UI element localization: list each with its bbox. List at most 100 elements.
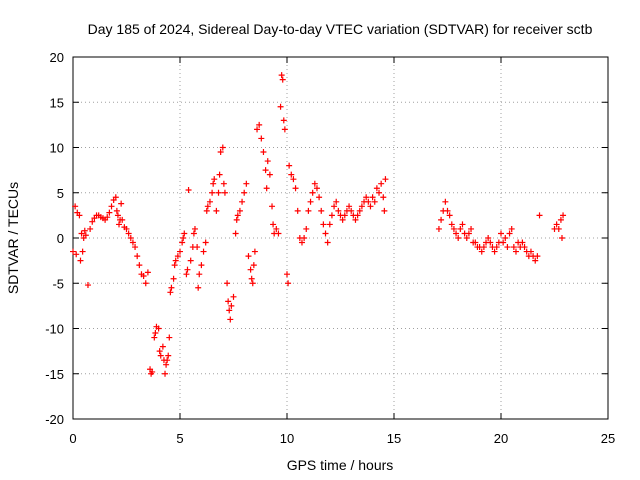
data-point [557,216,564,223]
y-axis-label: SDTVAR / TECUs [5,182,21,294]
data-point [258,135,265,142]
data-point [367,203,374,210]
y-tick-label: 10 [50,141,64,156]
data-point [442,198,449,205]
data-point [165,352,172,359]
data-point [241,189,248,196]
data-point [152,330,159,337]
data-point [155,325,162,332]
data-point [365,198,372,205]
data-point [378,180,385,187]
data-point [81,227,88,234]
y-tick-label: 15 [50,95,64,110]
data-point [288,171,295,178]
data-point [333,198,340,205]
data-point [278,72,285,79]
data-point [219,144,226,151]
data-point [363,194,370,201]
data-point [444,207,451,214]
data-point [247,266,254,273]
data-point [455,235,462,241]
data-point [204,203,211,210]
y-tick-labels: -20 -15 -10 -5 0 5 10 15 20 [45,50,64,427]
data-point [167,289,174,296]
data-point [116,221,123,228]
data-point [245,253,252,260]
data-point [149,368,156,375]
data-point [262,167,269,174]
x-axis-label: GPS time / hours [287,457,394,473]
data-point [301,235,308,241]
data-point [157,352,164,359]
chart-title: Day 185 of 2024, Sidereal Day-to-day VTE… [88,21,593,37]
data-point [311,180,318,187]
data-point [196,271,203,278]
data-point [183,271,190,278]
data-point [108,203,115,210]
data-point [198,262,205,269]
data-point [156,348,163,355]
data-point [270,221,277,228]
data-point [553,221,560,228]
data-point [211,176,218,183]
data-point [280,117,287,124]
data-point [510,244,517,251]
data-point [213,207,220,214]
data-point [251,248,258,255]
data-point [352,216,359,223]
data-point [134,253,141,260]
data-point [273,225,280,232]
data-point [123,225,130,232]
data-point [285,280,292,287]
data-point [200,248,207,255]
data-point [221,189,228,196]
data-point [84,282,91,289]
data-point [170,275,177,282]
data-point [216,171,223,178]
data-point [532,257,539,264]
data-point [281,126,288,133]
data-point [249,280,256,287]
data-point [459,221,466,228]
data-point [228,302,235,309]
data-point [381,207,388,214]
data-point [168,284,175,291]
data-point [220,180,227,187]
data-point [348,207,355,214]
data-point [254,126,261,133]
data-point [233,216,240,223]
data-point [435,225,442,232]
data-point [527,248,534,255]
data-point [324,239,331,246]
x-tick-label: 25 [601,431,615,446]
data-point [371,198,378,205]
data-point [202,239,209,246]
data-point [328,212,335,219]
data-point [508,225,515,232]
data-point [448,221,455,228]
data-point [206,198,213,205]
y-tick-label: -10 [45,322,64,337]
data-point [275,230,282,237]
data-point [292,185,299,192]
data-point [118,200,125,207]
data-point [184,266,191,273]
data-point [316,194,323,201]
data-point [504,244,511,251]
data-point [250,262,257,269]
data-point [465,230,472,237]
data-point [77,257,84,264]
data-point [151,334,158,341]
data-point [303,225,310,232]
data-point [114,212,121,219]
data-point [453,230,460,237]
data-point [113,207,120,214]
data-point [142,280,149,287]
data-point [373,185,380,192]
data-point [217,149,224,156]
data-point [356,207,363,214]
data-point [369,194,376,201]
data-point [264,158,271,165]
data-point [194,244,201,251]
data-point [70,248,76,255]
